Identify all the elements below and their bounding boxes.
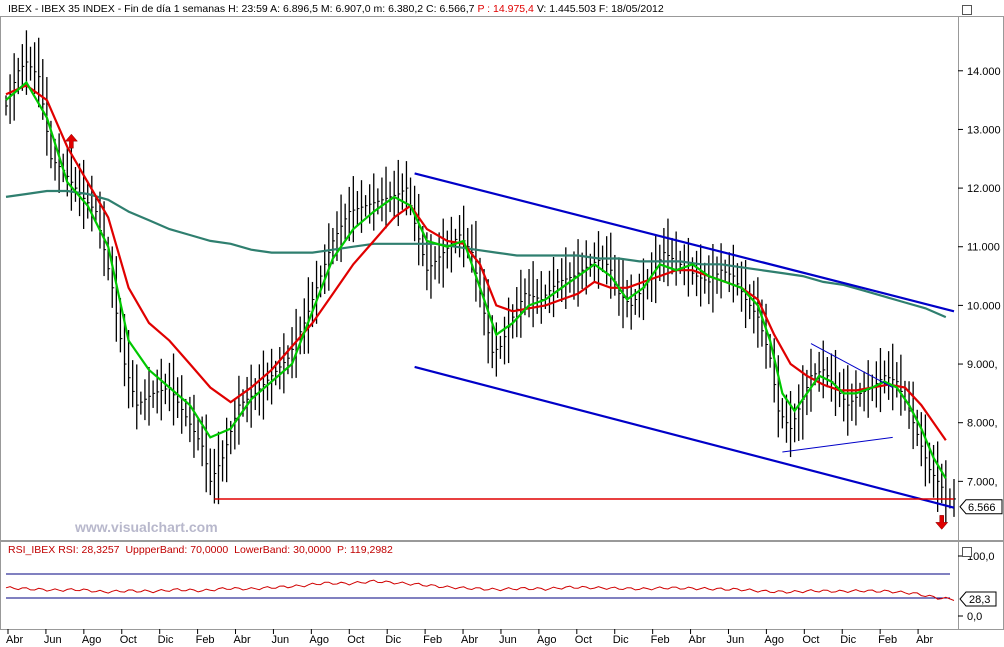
field-h-label: H:	[228, 3, 239, 15]
fast-moving-average-line	[5, 80, 947, 479]
time-axis-label: Dic	[385, 634, 401, 646]
long-moving-average-line	[5, 189, 947, 319]
field-f-value: 18/05/2012	[611, 3, 664, 15]
price-axis-label: 8.000,	[967, 418, 998, 430]
last-price-marker	[959, 499, 1003, 515]
rsi-header: RSI_IBEX RSI: 28,3257 UppperBand: 70,000…	[8, 544, 393, 556]
ticker: IBEX	[8, 3, 32, 15]
upper-band-label: UppperBand:	[125, 544, 188, 556]
rsi-chart	[5, 573, 955, 601]
price-axis-label: 10.000	[967, 300, 1001, 312]
time-axis-label: Feb	[878, 634, 897, 646]
time-axis-label: Dic	[613, 634, 629, 646]
time-axis-label: Ago	[764, 634, 784, 646]
field-m-label: M:	[320, 3, 333, 15]
field-p-value: 14.975,4	[493, 3, 534, 15]
timeframe: Fin de día 1 semanas	[124, 3, 226, 15]
time-axis-label: Ago	[309, 634, 329, 646]
time-axis-label: Jun	[271, 634, 289, 646]
axes: 14.000 13.000 12.000 11.000 10.000 9.000, 8.00…	[6, 66, 1003, 646]
separator: -	[117, 3, 122, 15]
time-axis-label: Oct	[575, 634, 592, 646]
channel-trendline	[414, 365, 955, 509]
field-f-label: F:	[598, 3, 609, 15]
down-arrow-icon	[935, 515, 949, 530]
field-p-label: P :	[477, 3, 491, 15]
price-panel-frame	[0, 16, 1004, 541]
rsi-name: RSI_IBEX	[8, 544, 56, 556]
rsi-axis-label: 0,0	[967, 611, 982, 623]
field-a-value: 6.896,5	[282, 3, 318, 15]
rsi-line	[5, 579, 955, 601]
field-m-value: 6.907,0	[335, 3, 371, 15]
price-header: IBEX - IBEX 35 INDEX - Fin de día 1 sema…	[8, 3, 664, 15]
price-axis-label: 13.000	[967, 124, 1001, 136]
instrument-name: IBEX 35 INDEX	[41, 3, 115, 15]
rsi-label: RSI:	[58, 544, 79, 556]
time-axis-label: Oct	[347, 634, 364, 646]
time-axis-label: Oct	[802, 634, 819, 646]
rsi-last-marker	[959, 591, 997, 607]
time-axis-label: Abr	[461, 634, 478, 646]
field-a-label: A:	[270, 3, 281, 15]
rsi-axis-label: 100,0	[967, 551, 995, 563]
time-axis-label: Feb	[423, 634, 442, 646]
upper-band-value: 70,0000	[190, 544, 229, 556]
time-axis-label: Oct	[120, 634, 137, 646]
watermark: www.visualchart.com	[75, 519, 218, 535]
time-axis-label: Abr	[6, 634, 23, 646]
time-axis-label: Abr	[916, 634, 933, 646]
time-axis-label: Dic	[840, 634, 856, 646]
field-v-label: V:	[536, 3, 547, 15]
rsi-value: 28,3257	[81, 544, 120, 556]
separator: -	[34, 3, 39, 15]
rsi-last-label: 28,3	[969, 594, 990, 606]
time-axis-label: Feb	[196, 634, 215, 646]
time-axis-label: Abr	[234, 634, 251, 646]
last-price-label: 6.566	[968, 502, 996, 514]
price-axis-label: 14.000	[967, 66, 1001, 78]
field-min-label: m:	[373, 3, 386, 15]
lower-band-value: 30,0000	[293, 544, 332, 556]
up-arrow-icon	[64, 133, 78, 149]
field-c-value: 6.566,7	[439, 3, 475, 15]
triangle-trendline	[782, 436, 893, 453]
field-h-value: 23:59	[241, 3, 268, 15]
time-axis-label: Jun	[499, 634, 517, 646]
rsi-panel-maximize-button[interactable]	[962, 547, 972, 557]
rsi-p-value: 119,2982	[349, 544, 393, 556]
lower-band-label: LowerBand:	[234, 544, 291, 556]
time-axis-label: Jun	[44, 634, 62, 646]
field-v-value: 1.445.503	[549, 3, 596, 15]
slow-moving-average-line	[5, 84, 947, 441]
price-panel-maximize-button[interactable]	[962, 5, 972, 15]
field-min-value: 6.380,2	[388, 3, 424, 15]
rsi-p-label: P:	[337, 544, 347, 556]
time-axis-label: Abr	[689, 634, 706, 646]
time-axis-label: Ago	[537, 634, 557, 646]
price-axis-label: 9.000,	[967, 359, 998, 371]
time-axis-label: Jun	[726, 634, 744, 646]
field-c-label: C:	[426, 3, 437, 15]
price-axis-label: 12.000	[967, 183, 1001, 195]
time-axis-label: Dic	[158, 634, 174, 646]
price-axis-label: 7.000,	[967, 476, 998, 488]
price-chart	[5, 30, 956, 530]
time-axis-label: Ago	[82, 634, 102, 646]
triangle-trendline	[810, 343, 893, 388]
channel-trendline	[414, 172, 955, 313]
time-axis-label: Feb	[651, 634, 670, 646]
price-axis-label: 11.000	[967, 242, 1000, 254]
